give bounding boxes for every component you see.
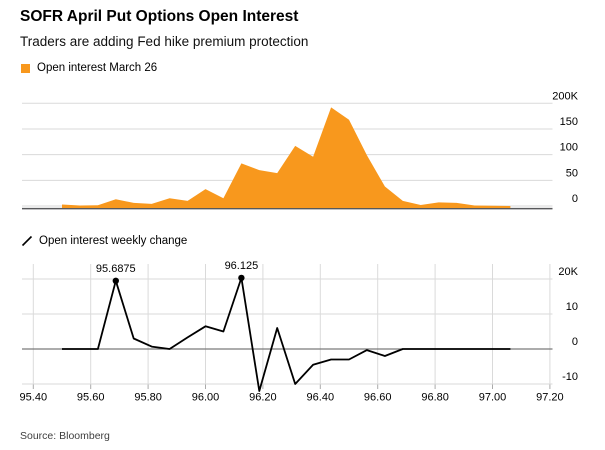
svg-text:10: 10 [566,301,578,313]
svg-text:150: 150 [560,116,578,128]
legend-open-interest-label: Open interest March 26 [37,62,158,74]
chart-subtitle: Traders are adding Fed hike premium prot… [20,34,309,49]
svg-text:0: 0 [572,336,578,348]
svg-text:-10: -10 [562,371,578,383]
svg-text:97.20: 97.20 [536,392,564,404]
svg-text:96.00: 96.00 [192,392,220,404]
svg-text:97.00: 97.00 [479,392,507,404]
svg-text:96.125: 96.125 [225,260,259,272]
svg-text:95.80: 95.80 [134,392,162,404]
legend-weekly-change: Open interest weekly change [21,235,187,247]
source-note: Source: Bloomberg [20,430,110,442]
svg-text:96.20: 96.20 [249,392,277,404]
svg-text:95.40: 95.40 [20,392,48,404]
svg-text:100: 100 [560,142,578,154]
chart-title: SOFR April Put Options Open Interest [20,8,299,25]
svg-text:200K: 200K [552,90,578,102]
svg-text:96.80: 96.80 [421,392,449,404]
svg-text:96.60: 96.60 [364,392,392,404]
svg-text:50: 50 [566,167,578,179]
svg-text:95.60: 95.60 [77,392,105,404]
legend-open-interest: Open interest March 26 [21,62,157,74]
orange-square-swatch-icon [21,63,30,73]
svg-text:96.40: 96.40 [307,392,335,404]
svg-text:20K: 20K [558,266,578,278]
line-series-icon [21,235,33,247]
legend-weekly-change-label: Open interest weekly change [39,235,188,247]
svg-text:95.6875: 95.6875 [96,263,136,275]
svg-text:0: 0 [572,193,578,205]
